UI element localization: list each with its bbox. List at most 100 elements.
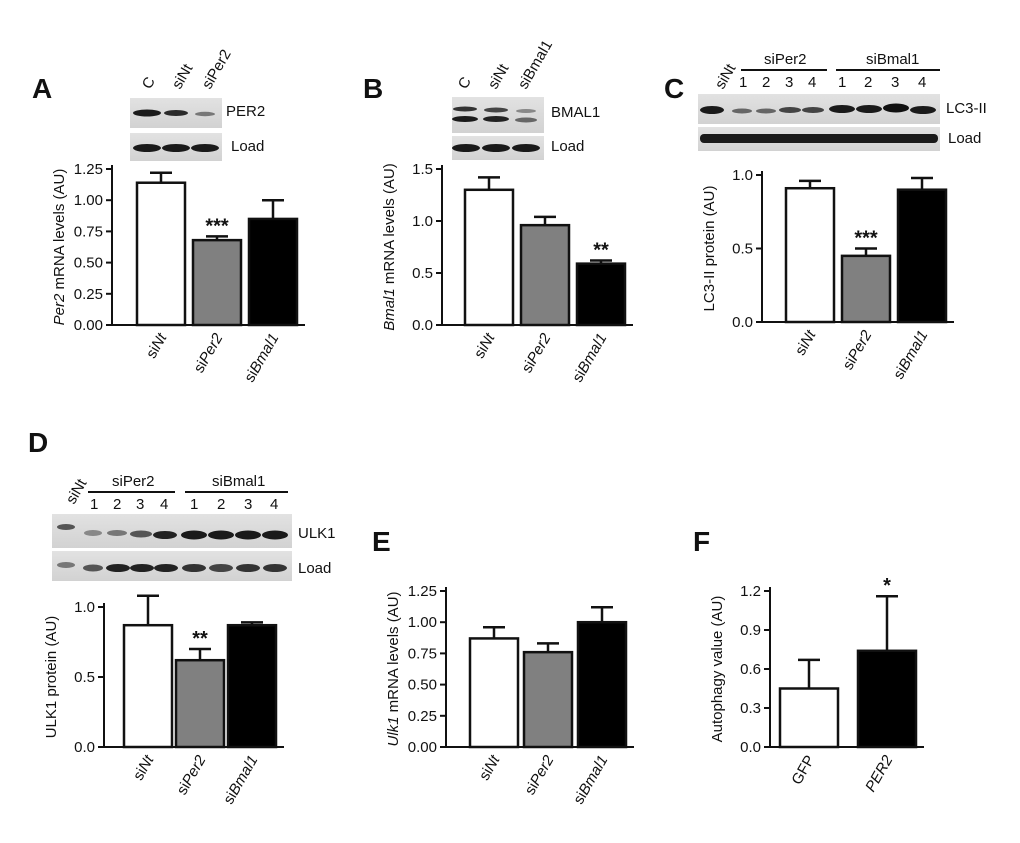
blot-d-band xyxy=(263,564,287,572)
x-tick-label: siNt xyxy=(792,327,820,359)
bar xyxy=(840,254,892,324)
blot-c-load-band xyxy=(700,134,938,143)
x-tick-label: GFP xyxy=(788,753,818,788)
blot-b-load-label: Load xyxy=(551,138,584,155)
y-tick-label: 0.0 xyxy=(74,739,95,756)
blot-d-lane: 2 xyxy=(217,496,225,513)
blot-c-load-label: Load xyxy=(948,130,981,147)
bar xyxy=(576,620,628,749)
panel-label-a: A xyxy=(32,73,52,104)
blot-d-band xyxy=(181,530,207,540)
y-axis-label: ULK1 protein (AU) xyxy=(43,616,60,739)
y-tick-label: 0.0 xyxy=(412,317,433,334)
blot-c-lane: 2 xyxy=(864,74,872,91)
y-tick-label: 0.75 xyxy=(408,645,437,662)
y-tick-label: 0.5 xyxy=(74,669,95,686)
y-tick-label: 1.00 xyxy=(408,614,437,631)
panel-label-b: B xyxy=(363,73,383,104)
blot-c-band xyxy=(829,105,855,113)
bar-charts: 0.00 0.25 0.50 0.75 1.00 1.25 Per2 mRNA levels… xyxy=(43,161,954,807)
blot-a-lane-1: C xyxy=(139,74,159,92)
blot-a-band xyxy=(195,111,215,117)
blot-d-band xyxy=(57,524,75,530)
chart-c: 0.0 0.5 1.0 LC3-II protein (AU) siNt *** siPer… xyxy=(701,167,954,382)
bar xyxy=(122,623,174,749)
blot-b-lane-3: siBmal1 xyxy=(515,37,556,92)
blot-b-band xyxy=(515,117,537,123)
blot-c-lane: 4 xyxy=(918,74,926,91)
x-tick-label: siPer2 xyxy=(521,752,557,798)
bar xyxy=(174,658,226,749)
y-tick-label: 0.9 xyxy=(740,622,761,639)
blot-d-band xyxy=(209,564,233,572)
bar xyxy=(522,650,574,749)
panel-label-c: C xyxy=(664,73,684,104)
y-tick-label: 0.0 xyxy=(732,314,753,331)
panel-label-f: F xyxy=(693,526,710,557)
y-tick-label: 0.00 xyxy=(408,739,437,756)
blot-c-group1: siPer2 xyxy=(764,51,807,68)
blot-d: siNt siPer2 siBmal1 1 2 3 4 1 2 3 4 ULK1… xyxy=(52,473,336,581)
blot-b-band xyxy=(482,144,510,152)
x-tick-label: siNt xyxy=(476,752,504,784)
blot-d-lane: 3 xyxy=(244,496,252,513)
x-tick-label: siNt xyxy=(471,330,499,362)
blot-d-ulk1-label: ULK1 xyxy=(298,525,336,542)
blot-d-band xyxy=(84,530,102,536)
blot-a-band xyxy=(133,109,161,117)
y-tick-label: 0.75 xyxy=(74,223,103,240)
x-tick-label: siPer2 xyxy=(173,752,209,798)
blot-a-lane-3: siPer2 xyxy=(199,47,235,92)
y-tick-label: 0.00 xyxy=(74,317,103,334)
y-tick-label: 0.50 xyxy=(74,255,103,272)
blot-b: C siNt siBmal1 BMAL1 Load xyxy=(452,37,600,160)
blot-c-band xyxy=(756,108,776,114)
blot-d-band xyxy=(153,531,177,539)
bar xyxy=(191,238,243,327)
blot-a: C siNt siPer2 PER2 Load xyxy=(130,47,265,161)
y-tick-label: 1.2 xyxy=(740,583,761,600)
blot-a-per2-label: PER2 xyxy=(226,103,265,120)
y-tick-label: 1.25 xyxy=(408,583,437,600)
blot-d-lane: 2 xyxy=(113,496,121,513)
blot-b-band xyxy=(452,144,480,152)
blot-a-load-label: Load xyxy=(231,138,264,155)
chart-d: 0.0 0.5 1.0 ULK1 protein (AU) siNt ** siPer2 si… xyxy=(43,594,284,807)
y-axis-label: LC3-II protein (AU) xyxy=(701,186,718,312)
blot-c-band xyxy=(779,107,801,113)
blot-d-band xyxy=(83,564,103,572)
blot-d-ctrl: siNt xyxy=(63,475,91,507)
blot-d-band xyxy=(107,530,127,536)
bar xyxy=(575,262,627,327)
x-tick-label: siBmal1 xyxy=(241,331,282,386)
blot-c-band xyxy=(883,103,909,113)
y-axis-label: Ulk1 mRNA levels (AU) xyxy=(385,591,402,746)
blot-b-band xyxy=(483,116,509,122)
significance-label: *** xyxy=(854,228,878,250)
blot-b-lane-1: C xyxy=(455,74,475,92)
blot-b-band xyxy=(453,106,477,112)
bar xyxy=(519,223,571,327)
significance-label: ** xyxy=(192,628,208,650)
x-tick-label: siPer2 xyxy=(518,330,554,376)
blot-d-group1: siPer2 xyxy=(112,473,155,490)
significance-label: * xyxy=(883,575,891,597)
blot-d-lane: 1 xyxy=(190,496,198,513)
chart-f: 0.0 0.3 0.6 0.9 1.2 Autophagy value (AU) GFP * P… xyxy=(709,575,924,795)
y-tick-label: 0.25 xyxy=(74,286,103,303)
blot-c-band xyxy=(700,106,724,114)
chart-a: 0.00 0.25 0.50 0.75 1.00 1.25 Per2 mRNA levels… xyxy=(51,161,305,385)
blot-c: siNt siPer2 siBmal1 1 2 3 4 1 2 3 4 LC3-… xyxy=(698,51,987,151)
blot-b-band xyxy=(512,144,540,152)
significance-label: ** xyxy=(593,240,609,262)
bar xyxy=(784,186,836,324)
blot-c-lc3-label: LC3-II xyxy=(946,100,987,117)
blot-c-lane: 4 xyxy=(808,74,816,91)
bar xyxy=(468,637,520,749)
blot-d-band xyxy=(235,530,261,540)
blot-c-band xyxy=(856,105,882,113)
y-axis-label: Bmal1 mRNA levels (AU) xyxy=(381,163,398,331)
y-tick-label: 1.0 xyxy=(74,599,95,616)
